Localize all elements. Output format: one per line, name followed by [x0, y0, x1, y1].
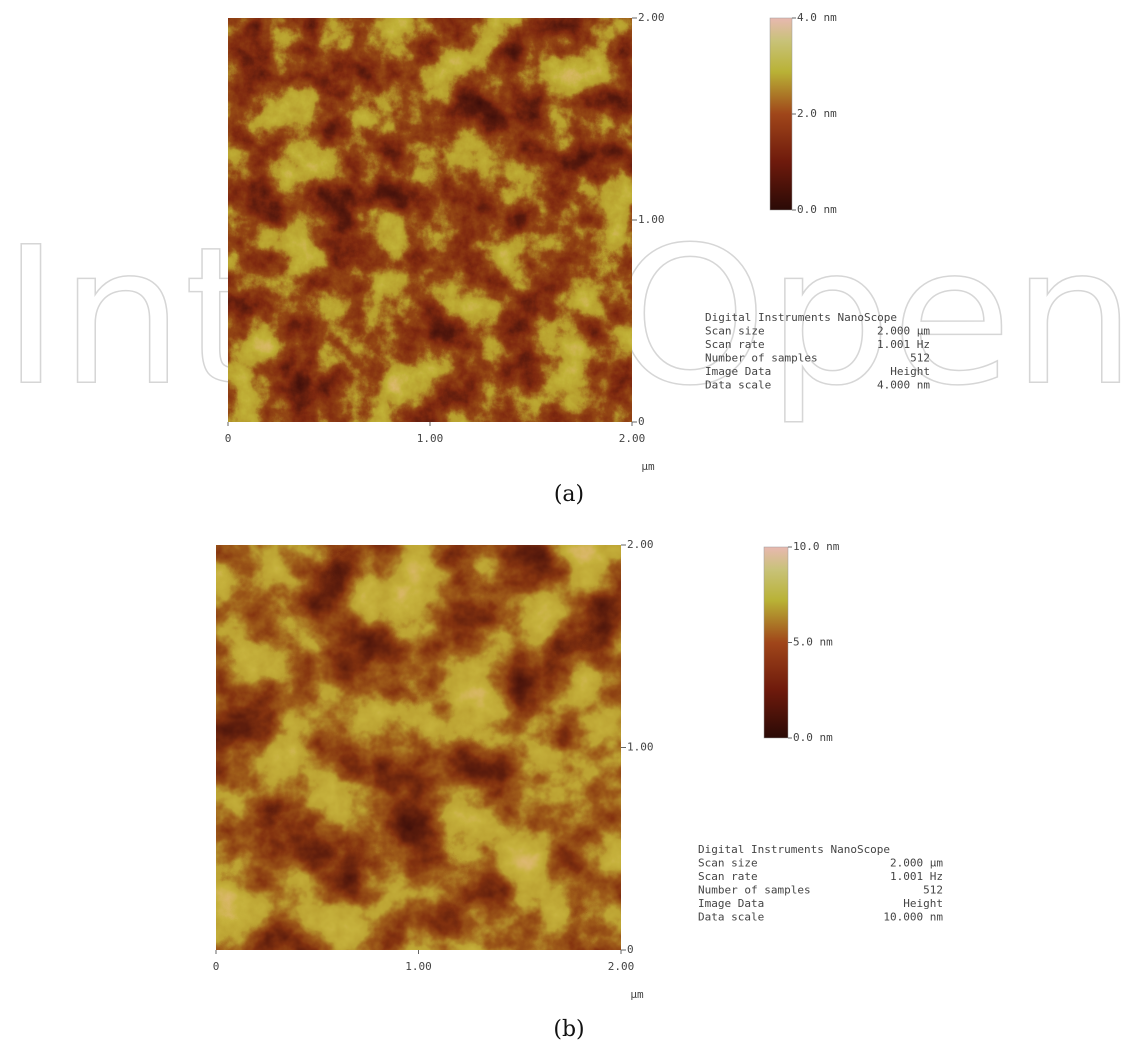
- info-value: 512: [910, 352, 930, 365]
- x-tick-label: 1.00: [405, 960, 432, 973]
- info-value: 1.001 Hz: [877, 338, 930, 351]
- color-bar-label: 4.0 nm: [797, 11, 837, 24]
- color-bar: [763, 546, 789, 739]
- caption: (b): [553, 1017, 584, 1042]
- color-bar-label: 2.0 nm: [797, 107, 837, 120]
- x-tick-label: 2.00: [608, 960, 635, 973]
- info-value: 512: [923, 884, 943, 897]
- info-label: Scan rate: [705, 338, 765, 351]
- info-label: Scan size: [698, 857, 758, 870]
- x-tick-label: 2.00: [619, 432, 646, 445]
- color-bar: [769, 17, 793, 211]
- info-title: Digital Instruments NanoScope: [698, 843, 890, 856]
- x-tick-label: 0: [225, 432, 232, 445]
- afm-image: [228, 18, 632, 422]
- y-tick-label: 2.00: [627, 538, 654, 551]
- info-label: Data scale: [705, 379, 771, 392]
- info-label: Number of samples: [698, 884, 811, 897]
- x-tick-label: 1.00: [417, 432, 444, 445]
- y-tick-label: 0: [638, 415, 645, 428]
- info-value: 4.000 nm: [877, 379, 930, 392]
- color-bar-label: 5.0 nm: [793, 636, 833, 649]
- info-label: Scan size: [705, 325, 765, 338]
- color-bar-label: 0.0 nm: [797, 203, 837, 216]
- x-unit: µm: [641, 460, 655, 473]
- caption: (a): [554, 482, 584, 507]
- color-bar-label: 10.0 nm: [793, 540, 840, 553]
- y-tick-label: 0: [627, 943, 634, 956]
- y-tick-label: 1.00: [627, 741, 654, 754]
- info-label: Data scale: [698, 911, 764, 924]
- info-title: Digital Instruments NanoScope: [705, 311, 897, 324]
- info-value: 2.000 µm: [890, 857, 943, 870]
- afm-image: [216, 545, 621, 950]
- info-value: 1.001 Hz: [890, 870, 943, 883]
- color-bar-label: 0.0 nm: [793, 731, 833, 744]
- info-label: Image Data: [705, 365, 771, 378]
- info-label: Scan rate: [698, 870, 758, 883]
- info-value: Height: [890, 365, 930, 378]
- info-label: Number of samples: [705, 352, 818, 365]
- info-value: Height: [903, 897, 943, 910]
- info-value: 10.000 nm: [883, 911, 943, 924]
- info-value: 2.000 µm: [877, 325, 930, 338]
- x-unit: µm: [630, 988, 644, 1001]
- info-label: Image Data: [698, 897, 764, 910]
- y-tick-label: 1.00: [638, 213, 665, 226]
- y-tick-label: 2.00: [638, 11, 665, 24]
- x-tick-label: 0: [213, 960, 220, 973]
